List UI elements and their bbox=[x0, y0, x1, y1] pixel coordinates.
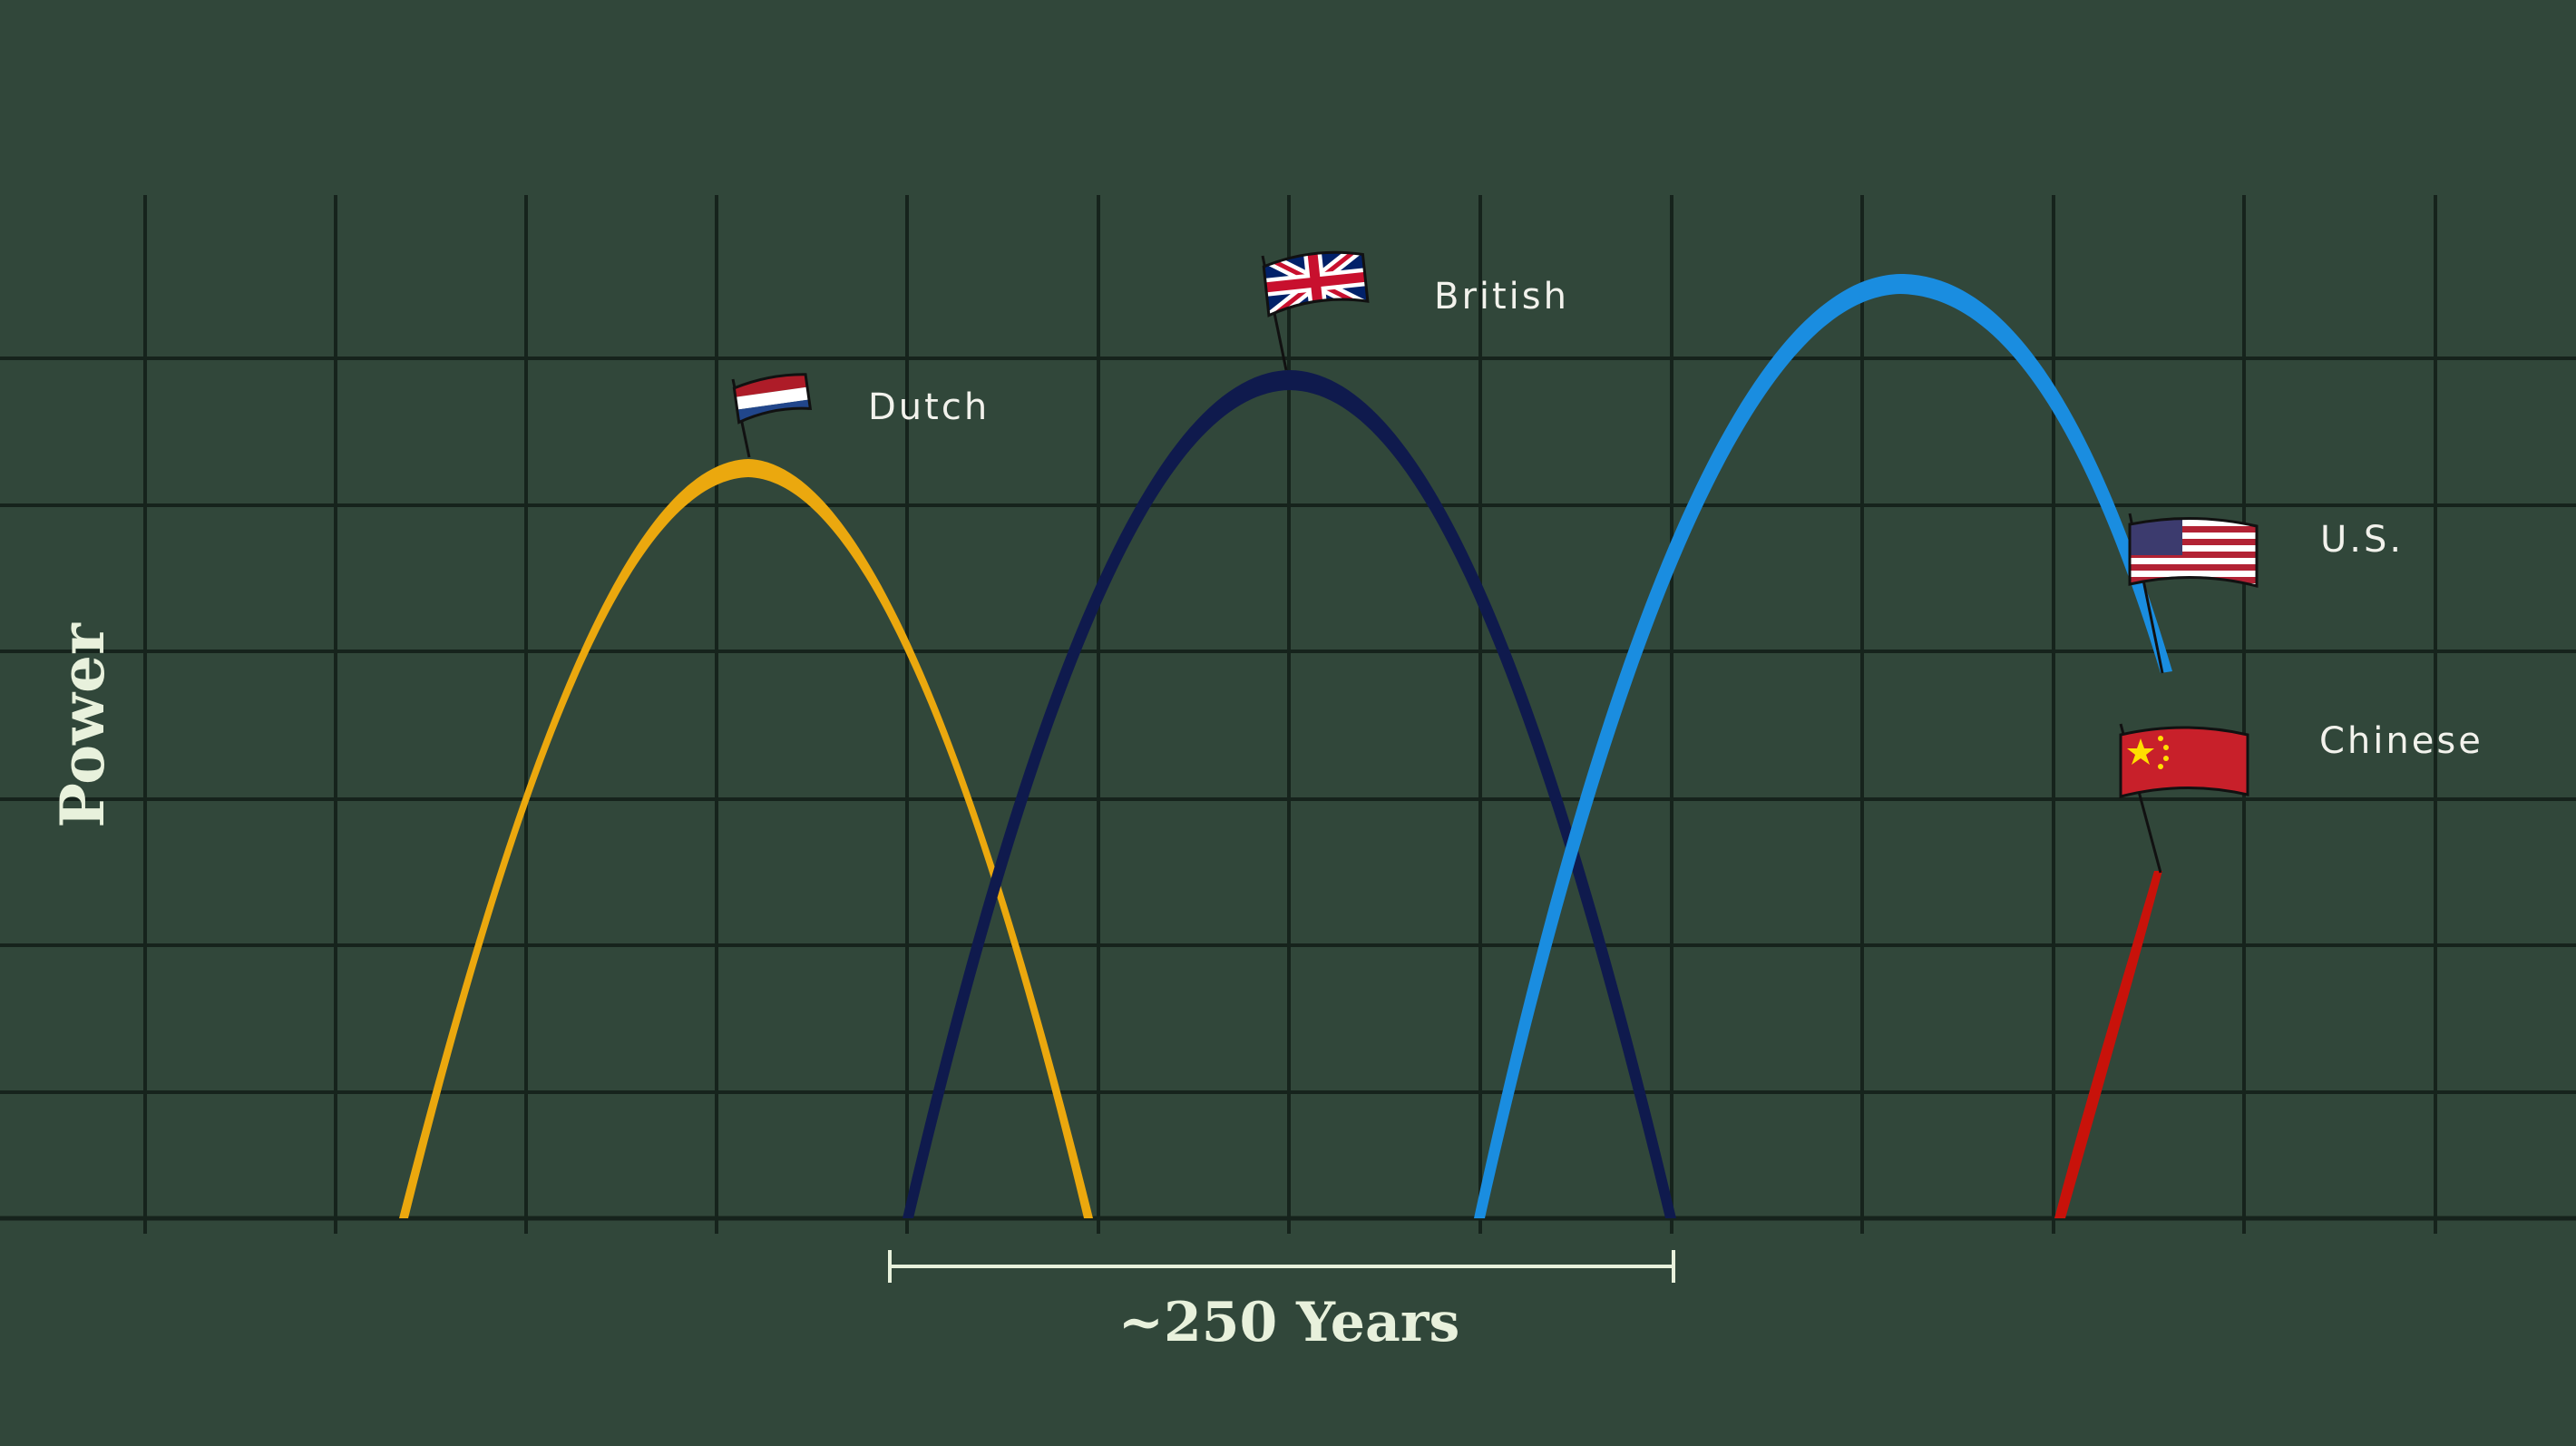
series-chinese-line bbox=[2054, 871, 2162, 1218]
grid bbox=[0, 195, 2576, 1234]
span-bracket bbox=[888, 1250, 1675, 1283]
uk-flag-icon bbox=[1261, 248, 1370, 371]
y-axis-title: Power bbox=[47, 622, 118, 828]
span-annotation-label: ~250 Years bbox=[1118, 1291, 1459, 1354]
series-label-british: British bbox=[1434, 276, 1569, 318]
series-dutch-line bbox=[399, 459, 1093, 1218]
series-label-dutch: Dutch bbox=[868, 386, 990, 428]
usa-flag-icon bbox=[2128, 513, 2259, 674]
series-label-us: U.S. bbox=[2320, 519, 2404, 561]
china-flag-icon bbox=[2119, 723, 2249, 874]
series-us-line bbox=[1474, 274, 2172, 1218]
series-label-chinese: Chinese bbox=[2319, 720, 2483, 762]
netherlands-flag-icon bbox=[731, 372, 813, 458]
